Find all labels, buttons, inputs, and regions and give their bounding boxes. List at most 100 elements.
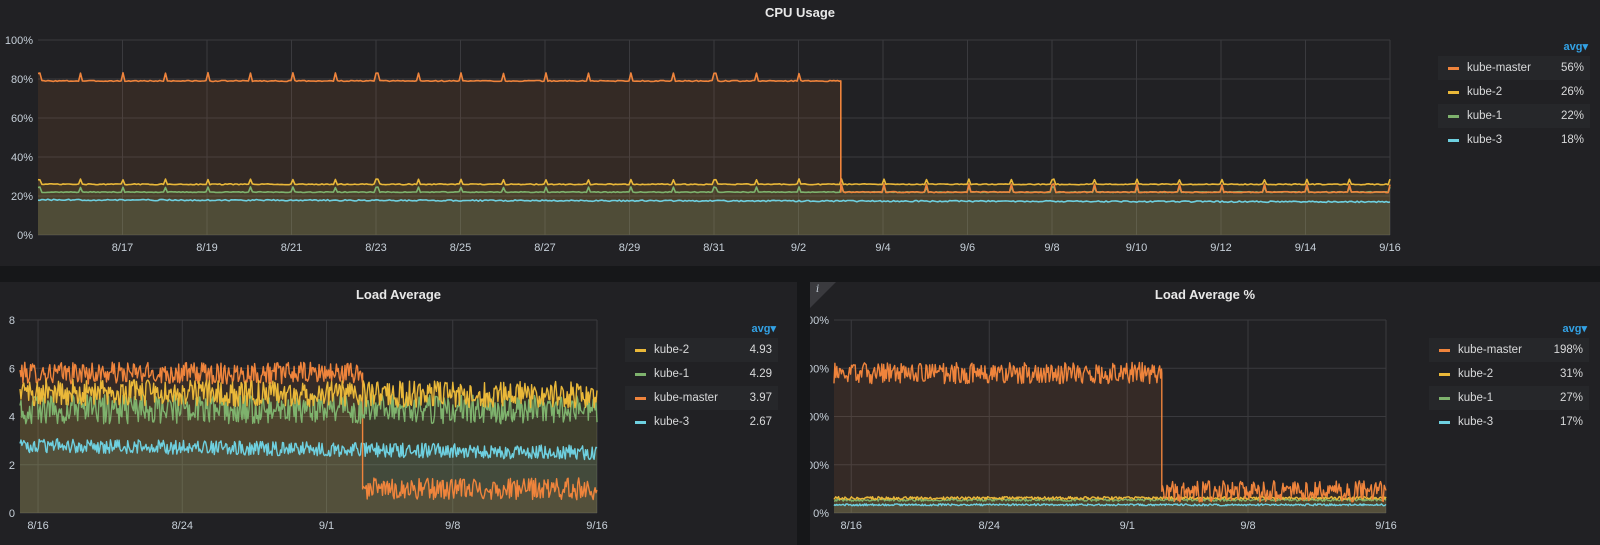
legend-item-kube-3[interactable]: kube-3 18% [1438, 128, 1590, 152]
series-swatch [1448, 138, 1459, 142]
info-icon[interactable]: i [816, 284, 820, 295]
legend-item-kube-2[interactable]: kube-2 26% [1438, 80, 1590, 104]
x-tick-label: 8/24 [979, 520, 1000, 532]
series-swatch [1448, 66, 1459, 70]
legend-series-avg: 198% [1553, 344, 1583, 356]
series-area-kube-master [38, 72, 1390, 235]
series-line-kube-2[interactable] [37, 178, 1391, 186]
y-tick-label: 6 [9, 363, 15, 375]
x-tick-label: 8/19 [196, 242, 217, 254]
series-line-kube-2[interactable] [19, 378, 598, 409]
y-tick-label: 100% [5, 35, 33, 47]
load-average-percent-legend: avg▾ kube-master 198% kube-2 31% kube-1 27% kub… [1429, 320, 1589, 434]
legend-item-kube-1[interactable]: kube-1 4.29 [625, 362, 778, 386]
y-tick-label: 300% [810, 363, 829, 375]
x-tick-label: 9/8 [1044, 242, 1059, 254]
legend-item-kube-master[interactable]: kube-master 56% [1438, 56, 1590, 80]
legend-item-kube-1[interactable]: kube-1 27% [1429, 386, 1589, 410]
panel-title[interactable]: CPU Usage [764, 5, 836, 20]
y-tick-label: 200% [810, 412, 829, 424]
panel-title[interactable]: Load Average % [1154, 287, 1256, 302]
x-tick-label: 9/10 [1126, 242, 1147, 254]
series-swatch [635, 348, 646, 352]
legend-sort-avg[interactable]: avg▾ [1563, 41, 1588, 53]
legend-series-avg: 17% [1559, 416, 1583, 428]
x-tick-label: 9/1 [1120, 520, 1135, 532]
y-tick-label: 2 [9, 460, 15, 472]
y-tick-label: 60% [11, 113, 33, 125]
x-tick-label: 9/6 [960, 242, 975, 254]
y-tick-label: 4 [9, 412, 15, 424]
legend-series-name: kube-2 [1467, 86, 1503, 98]
series-area-kube-3 [38, 199, 1390, 235]
legend-series-name: kube-1 [654, 368, 690, 380]
series-swatch [635, 396, 646, 400]
series-area-kube-2 [38, 178, 1390, 235]
y-tick-label: 40% [11, 152, 33, 164]
x-tick-label: 9/16 [586, 520, 607, 532]
x-tick-label: 8/16 [27, 520, 48, 532]
legend-series-avg: 18% [1560, 134, 1584, 146]
x-tick-label: 9/16 [1379, 242, 1400, 254]
x-tick-label: 8/16 [841, 520, 862, 532]
series-area-kube-1 [38, 186, 1390, 235]
series-swatch [1439, 420, 1450, 424]
x-tick-label: 8/31 [703, 242, 724, 254]
cpu-usage-legend: avg▾ kube-master 56% kube-2 26% kube-1 22% kube… [1438, 38, 1590, 152]
load-average-chart[interactable]: 0 2 4 6 8 8/16 8/24 9/1 9/8 9/16 [0, 282, 620, 545]
x-tick-label: 8/21 [281, 242, 302, 254]
x-tick-label: 9/1 [319, 520, 334, 532]
legend-series-name: kube-master [1467, 62, 1531, 74]
x-tick-label: 9/2 [791, 242, 806, 254]
legend-item-kube-master[interactable]: kube-master 198% [1429, 338, 1589, 362]
series-line-kube-master[interactable] [833, 361, 1387, 503]
legend-item-kube-2[interactable]: kube-2 4.93 [625, 338, 778, 362]
legend-series-name: kube-master [1458, 344, 1522, 356]
load-average-panel: Load Average 0 2 4 6 8 8/16 8/24 9/1 9/8 9/16 avg… [0, 282, 797, 545]
series-line-kube-3[interactable] [37, 198, 1391, 204]
legend-series-name: kube-1 [1458, 392, 1494, 404]
series-swatch [1439, 372, 1450, 376]
legend-series-name: kube-master [654, 392, 718, 404]
y-tick-label: 8 [9, 315, 15, 327]
legend-item-kube-3[interactable]: kube-3 17% [1429, 410, 1589, 434]
series-area-kube-3 [834, 503, 1386, 513]
legend-item-kube-3[interactable]: kube-3 2.67 [625, 410, 778, 434]
legend-series-avg: 4.93 [749, 344, 772, 356]
legend-series-avg: 56% [1560, 62, 1584, 74]
legend-series-avg: 4.29 [749, 368, 772, 380]
panel-title[interactable]: Load Average [355, 287, 441, 302]
x-tick-label: 8/27 [534, 242, 555, 254]
info-corner[interactable] [810, 282, 836, 308]
x-tick-label: 9/14 [1295, 242, 1316, 254]
series-swatch [1439, 348, 1450, 352]
legend-series-name: kube-3 [654, 416, 690, 428]
legend-series-avg: 3.97 [749, 392, 772, 404]
series-line-kube-3[interactable] [833, 503, 1387, 507]
legend-series-name: kube-2 [1458, 368, 1494, 380]
legend-sort-avg[interactable]: avg▾ [1562, 323, 1587, 335]
y-tick-label: 20% [11, 191, 33, 203]
x-tick-label: 9/16 [1375, 520, 1396, 532]
x-tick-label: 8/23 [365, 242, 386, 254]
y-tick-label: 0 [9, 508, 15, 520]
series-line-kube-2[interactable] [833, 495, 1387, 501]
legend-item-kube-master[interactable]: kube-master 3.97 [625, 386, 778, 410]
legend-series-name: kube-3 [1458, 416, 1494, 428]
legend-series-name: kube-3 [1467, 134, 1503, 146]
legend-sort-avg[interactable]: avg▾ [751, 323, 776, 335]
y-tick-label: 80% [11, 74, 33, 86]
x-tick-label: 9/8 [445, 520, 460, 532]
legend-series-name: kube-2 [654, 344, 690, 356]
legend-item-kube-1[interactable]: kube-1 22% [1438, 104, 1590, 128]
load-average-percent-chart[interactable]: 0% 100% 200% 300% 400% 8/16 8/24 9/1 9/8 9/16 [810, 282, 1430, 545]
legend-item-kube-2[interactable]: kube-2 31% [1429, 362, 1589, 386]
x-tick-label: 8/24 [172, 520, 193, 532]
series-line-kube-master[interactable] [37, 71, 1391, 194]
series-line-kube-master[interactable] [19, 361, 598, 501]
x-tick-label: 8/29 [619, 242, 640, 254]
legend-series-avg: 22% [1560, 110, 1584, 122]
series-swatch [1439, 396, 1450, 400]
series-line-kube-3[interactable] [19, 438, 598, 461]
cpu-usage-chart[interactable]: 0% 20% 40% 60% 80% 100% 8/17 8/19 8/21 8/23 8/25 8/… [0, 0, 1420, 266]
